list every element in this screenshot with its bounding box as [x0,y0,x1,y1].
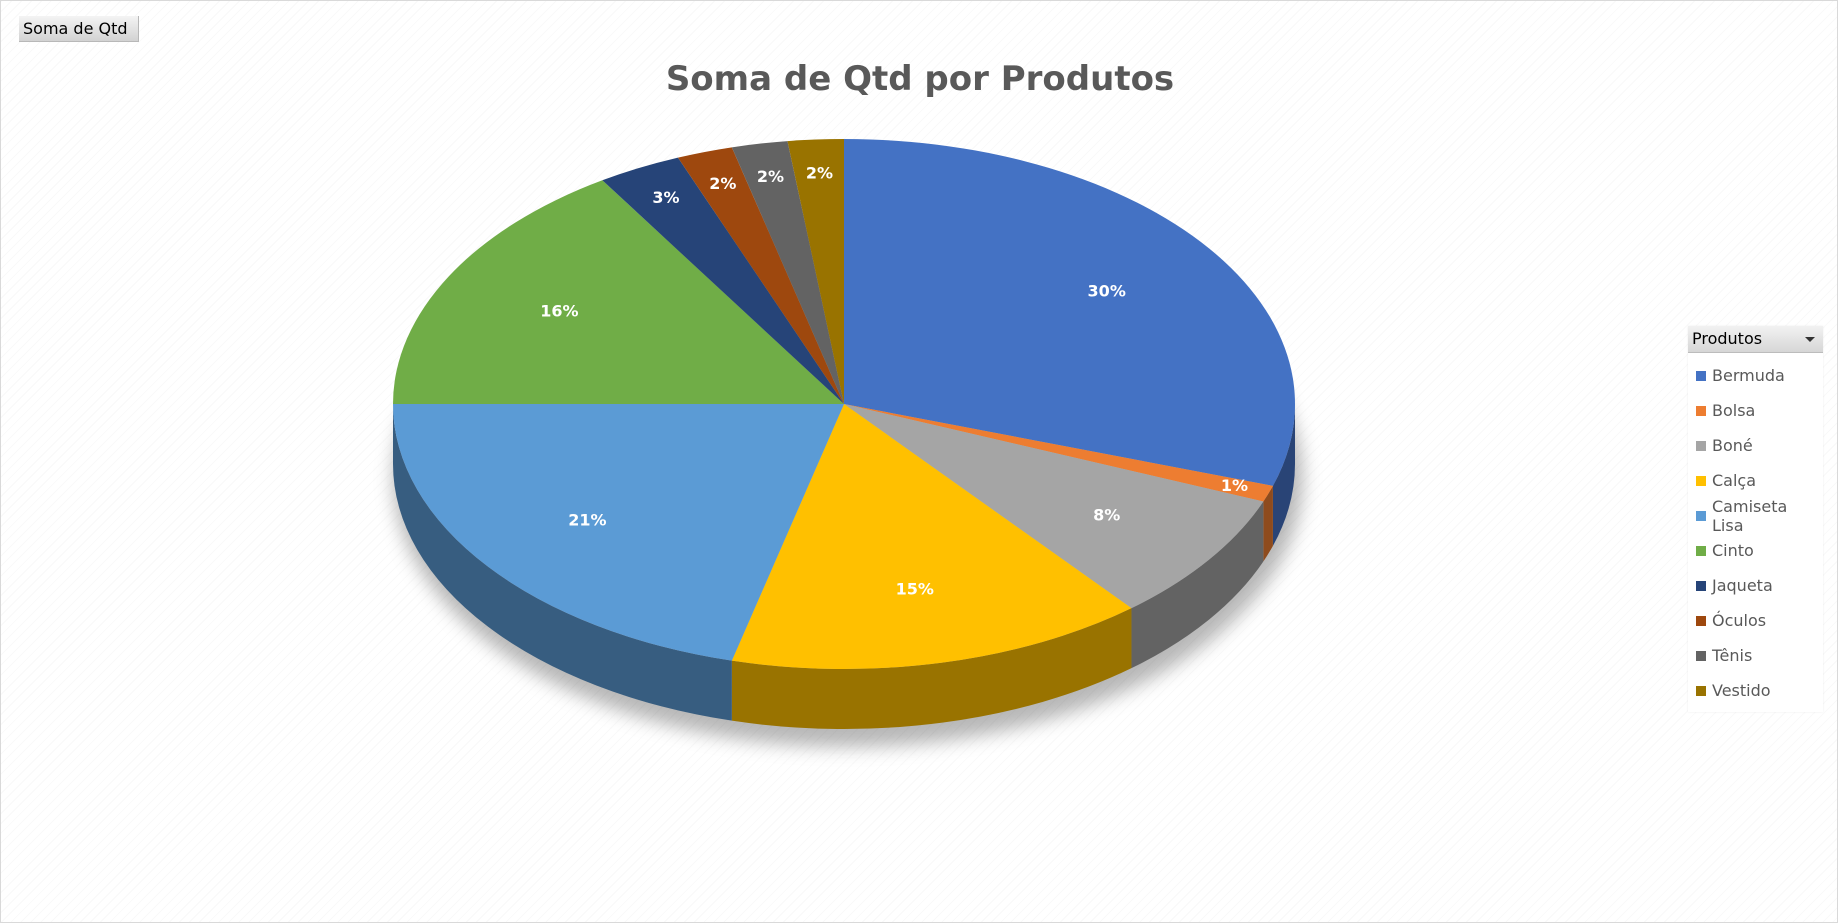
pie-slice-Óculos[interactable] [677,147,844,405]
legend-swatch [1696,615,1706,626]
pie-slice-Cinto[interactable] [393,180,844,404]
pie-slice-Bolsa[interactable] [844,404,1273,502]
legend-swatch [1696,405,1706,416]
legend-item[interactable]: Tênis [1688,638,1823,673]
chart-title: Soma de Qtd por Produtos [665,59,1175,99]
legend-label: Tênis [1712,646,1753,665]
legend-label: Calça [1712,471,1757,490]
pie-side-Boné [1131,501,1264,669]
legend-header-label: Produtos [1692,329,1763,348]
pie-slice-Vestido[interactable] [787,139,844,404]
legend-swatch [1696,440,1706,451]
legend-item[interactable]: Óculos [1688,603,1823,638]
pie-slice-Calça[interactable] [731,404,1132,669]
pie-side-Camiseta Lisa [393,404,732,721]
legend-swatch [1696,650,1706,661]
data-label-Tênis: 2% [757,167,784,186]
legend-swatch [1696,510,1706,521]
pie-slice-Bermuda[interactable] [844,139,1295,486]
data-label-Bermuda: 30% [1088,281,1126,300]
legend-item[interactable]: Vestido [1688,673,1823,708]
legend-label: Óculos [1712,611,1767,630]
legend-swatch [1696,545,1706,556]
legend-item[interactable]: Bermuda [1688,358,1823,393]
data-label-Vestido: 2% [806,163,833,182]
legend-item[interactable]: Camiseta Lisa [1688,496,1823,535]
pie-side-Bermuda [1272,404,1295,546]
legend-item[interactable]: Boné [1688,428,1823,463]
legend-label: Camiseta Lisa [1712,496,1788,535]
data-label-Bolsa: 1% [1221,476,1248,495]
value-field-button[interactable]: Soma de Qtd [19,16,139,42]
legend-label: Jaqueta [1712,576,1773,595]
pie-side-Bolsa [1263,485,1273,562]
legend-swatch [1696,370,1706,381]
data-label-Camiseta Lisa: 21% [568,510,606,529]
pie-side-Calça [731,608,1132,729]
legend-item[interactable]: Cinto [1688,533,1823,568]
legend-filter-button[interactable]: Produtos [1688,326,1823,353]
legend-item[interactable]: Calça [1688,463,1823,498]
legend-label: Bolsa [1712,401,1756,420]
legend-item[interactable]: Jaqueta [1688,568,1823,603]
legend-label: Vestido [1712,681,1771,700]
legend-label: Boné [1712,436,1753,455]
data-label-Jaqueta: 3% [652,188,679,207]
dropdown-arrow-icon[interactable] [1805,337,1815,342]
legend-label: Bermuda [1712,366,1785,385]
pie-slice-Jaqueta[interactable] [602,157,844,404]
legend-swatch [1696,580,1706,591]
pie-slice-Boné[interactable] [844,404,1264,609]
data-label-Calça: 15% [896,580,934,599]
legend-swatch [1696,475,1706,486]
data-label-Boné: 8% [1093,506,1120,525]
legend: Produtos Bermuda Bolsa Boné Calça Camiseta L… [1688,326,1823,712]
pie-slice-Tênis[interactable] [731,141,844,404]
legend-item[interactable]: Bolsa [1688,393,1823,428]
legend-label: Cinto [1712,541,1754,560]
data-label-Cinto: 16% [540,302,578,321]
legend-items: Bermuda Bolsa Boné Calça Camiseta Lisa Cinto J… [1688,353,1823,712]
data-label-Óculos: 2% [709,174,736,193]
pie-slice-Camiseta Lisa[interactable] [393,404,844,661]
legend-swatch [1696,685,1706,696]
